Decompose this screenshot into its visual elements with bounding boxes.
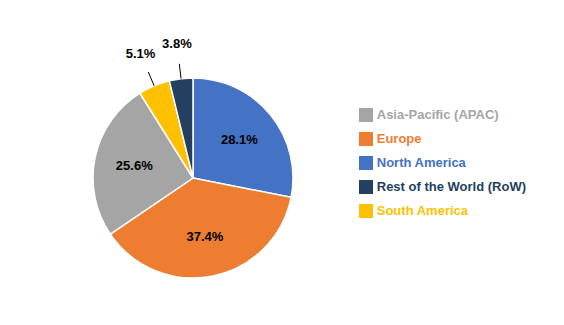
html-text:South America: South America xyxy=(376,202,468,218)
html-text:Asia-Pacific (APAC): Asia-Pacific (APAC) xyxy=(376,106,499,122)
svg-text:37.4%: 37.4% xyxy=(187,229,224,244)
svg-text:25.6%: 25.6% xyxy=(116,158,153,173)
svg-text:28.1%: 28.1% xyxy=(221,132,258,147)
svg-text:5.1%: 5.1% xyxy=(126,46,156,61)
svg-text:3.8%: 3.8% xyxy=(162,36,192,51)
html-text:North America: North America xyxy=(376,154,466,170)
html-text:Europe: Europe xyxy=(376,130,422,146)
html-text:Rest of the World (RoW): Rest of the World (RoW) xyxy=(376,178,526,194)
